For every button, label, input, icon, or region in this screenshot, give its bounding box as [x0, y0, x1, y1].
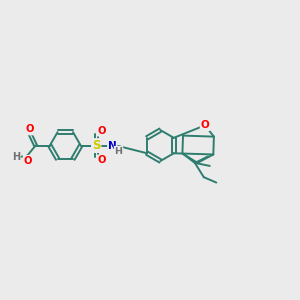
- Text: O: O: [97, 155, 106, 165]
- Text: H: H: [115, 147, 122, 156]
- Text: N: N: [108, 140, 117, 151]
- Text: O: O: [201, 120, 209, 130]
- Text: O: O: [97, 126, 106, 136]
- Text: H: H: [12, 152, 20, 162]
- Text: S: S: [92, 139, 100, 152]
- Text: O: O: [25, 124, 34, 134]
- Text: O: O: [24, 156, 32, 166]
